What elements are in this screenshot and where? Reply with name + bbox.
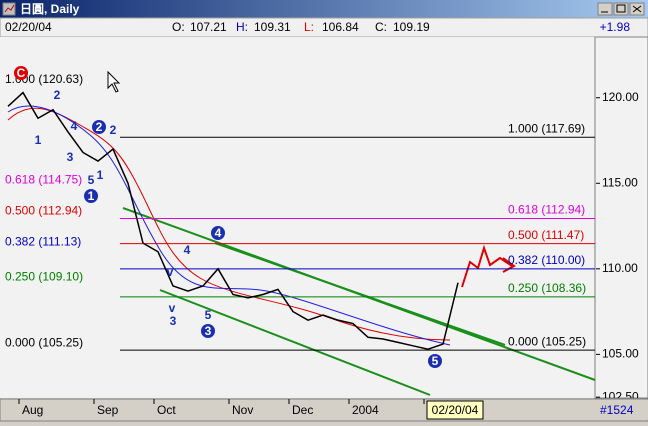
price-line (7, 91, 459, 351)
info-value: 107.21 (190, 20, 227, 34)
wave-marker (14, 66, 28, 80)
info-value: 109.31 (254, 20, 291, 34)
plot-layer: 1.000 (117.69) 0.618 (112.94) 0.500 (111.4… (5, 66, 595, 368)
channel-line (159, 289, 431, 396)
wave-label: 3 (170, 314, 177, 328)
info-label: H: (236, 20, 248, 34)
window-buttons[interactable] (597, 2, 645, 16)
wave-marker (428, 354, 442, 368)
fib-label: 0.250 (109.10) (5, 269, 83, 283)
wave-label: 4 (184, 243, 191, 257)
moving-average (7, 105, 451, 346)
wave-marker (211, 226, 225, 240)
time-axis (0, 398, 648, 422)
fib-label: 0.500 (111.47) (508, 228, 584, 242)
wave-label: 5 (88, 173, 95, 187)
title-bar (0, 0, 648, 18)
x-tick-label: 2004 (352, 403, 379, 417)
y-tick-label: 102.50 (602, 389, 639, 403)
wave-label: v (169, 301, 176, 315)
wave-label: 2 (96, 120, 103, 134)
info-value: 109.19 (393, 20, 430, 34)
window-title: 日圓, Daily (20, 1, 80, 16)
wave-label: 1 (88, 189, 95, 203)
axis-layer: 120.00 115.00 110.00 105.00 102.50 (596, 90, 639, 403)
x-tick-label: Nov (232, 403, 253, 417)
close-glyph (632, 5, 642, 13)
x-tick-label: Dec (292, 403, 313, 417)
y-tick-label: 120.00 (602, 90, 639, 104)
info-label: L: (304, 20, 314, 34)
wave-label: 4 (71, 119, 78, 133)
fib-label: 0.000 (105.25) (5, 335, 83, 349)
wave-label: C (17, 66, 26, 80)
wave-label: 1 (35, 133, 42, 147)
y-tick-label: 110.00 (602, 261, 638, 275)
maximize-glyph (616, 4, 626, 13)
fib-label: 0.000 (105.25) (508, 334, 586, 348)
wave-label: 2 (54, 88, 61, 102)
wave-label: 2 (110, 123, 117, 137)
fib-label: 0.618 (112.94) (508, 203, 585, 217)
info-change: +1.98 (600, 20, 631, 34)
fib-label: 0.500 (112.94) (5, 204, 82, 218)
wave-label: 1 (97, 168, 104, 182)
drawing-layer (7, 105, 595, 396)
fib-label: 1.000 (117.69) (508, 121, 585, 135)
app-icon-glyph (4, 4, 15, 13)
info-date: 02/20/04 (5, 20, 52, 34)
info-label: C: (375, 20, 387, 34)
channel-line (214, 242, 506, 346)
wave-marker (92, 120, 106, 134)
bar-count-box (595, 400, 648, 420)
fib-label: 0.618 (114.75) (5, 173, 82, 187)
wave-label: 5 (205, 308, 212, 322)
wave-label: 4 (215, 226, 222, 240)
minimize-button[interactable] (597, 2, 613, 16)
x-tick-label: Sep (97, 403, 119, 417)
wave-marker (201, 324, 215, 338)
wave-label: 5 (432, 354, 439, 368)
cursor-label: 02/20/04 (432, 403, 479, 417)
wave-label: 3 (205, 324, 212, 338)
fib-label: 0.382 (110.00) (508, 253, 585, 267)
info-value: 106.84 (322, 20, 359, 34)
price-axis (594, 36, 648, 399)
plot-area (0, 37, 595, 398)
mouse-cursor (107, 70, 121, 93)
wave-label: v (167, 265, 174, 279)
cursor-box (426, 400, 484, 420)
wave-label: 3 (67, 150, 74, 164)
fib-label: 0.250 (108.36) (508, 281, 586, 295)
x-tick-label: Aug (22, 403, 43, 417)
info-label: O: (172, 20, 185, 34)
projection-arrow (502, 257, 516, 273)
projection (461, 244, 513, 288)
y-tick-label: 115.00 (602, 175, 638, 189)
x-tick-label: Oct (157, 403, 176, 417)
y-tick-label: 105.00 (602, 347, 639, 361)
wave-marker (84, 189, 98, 203)
fib-label: 0.382 (111.13) (5, 235, 81, 249)
bar-count: #1524 (600, 403, 634, 417)
